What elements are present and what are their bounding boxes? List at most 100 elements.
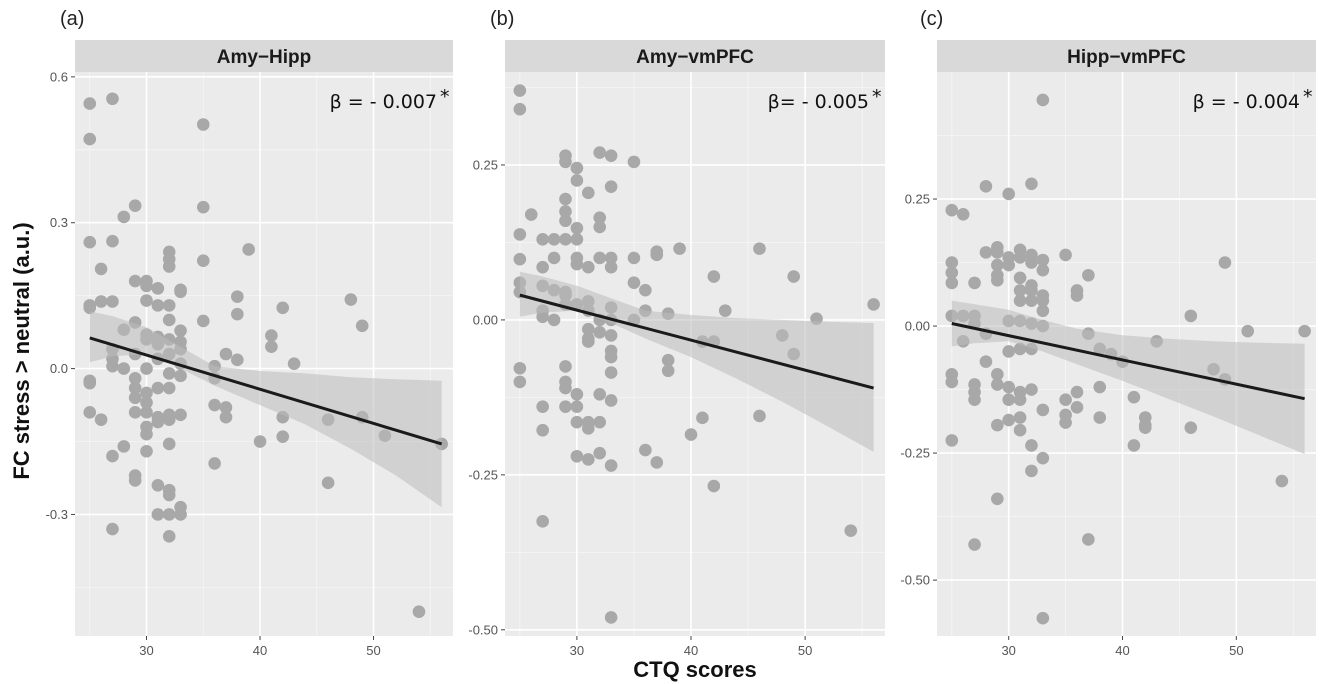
- y-axis-title: FC stress > neutral (a.u.): [9, 222, 34, 479]
- data-point: [151, 381, 165, 395]
- data-point: [604, 149, 618, 162]
- data-point: [979, 355, 993, 368]
- y-tick-label: 0.00: [905, 319, 930, 334]
- data-point: [536, 310, 549, 324]
- data-point: [83, 376, 97, 390]
- data-point: [140, 427, 153, 441]
- data-point: [582, 335, 595, 348]
- facet-strip: [75, 40, 453, 72]
- data-point: [570, 415, 584, 429]
- data-point: [106, 522, 119, 536]
- data-point: [513, 375, 527, 389]
- data-point: [1013, 284, 1027, 297]
- data-point: [536, 233, 549, 246]
- data-point: [524, 208, 538, 221]
- data-point: [83, 235, 97, 249]
- data-point: [1070, 401, 1084, 414]
- data-point: [582, 422, 595, 435]
- data-point: [991, 418, 1004, 432]
- x-tick-label: 30: [570, 643, 584, 658]
- data-point: [570, 400, 584, 413]
- data-point: [128, 381, 142, 395]
- data-point: [151, 415, 165, 429]
- facet-strip: [937, 40, 1316, 72]
- data-point: [1138, 421, 1152, 434]
- data-point: [991, 258, 1004, 272]
- data-point: [196, 200, 210, 214]
- facet-title: Amy−Hipp: [217, 47, 312, 68]
- data-point: [128, 474, 142, 487]
- panel-3: (c) Hipp−vmPFC 30 40 50 -0.50 -0.25 0.00 0.25 β =…: [900, 8, 1316, 658]
- data-point: [867, 298, 880, 311]
- data-point: [1025, 256, 1038, 269]
- data-point: [174, 508, 187, 521]
- data-point: [627, 155, 641, 169]
- data-point: [639, 283, 652, 297]
- data-point: [1093, 411, 1107, 424]
- data-point: [174, 369, 187, 383]
- data-point: [128, 391, 142, 405]
- data-point: [559, 155, 572, 169]
- data-point: [1082, 268, 1095, 282]
- data-point: [593, 326, 607, 339]
- data-point: [219, 410, 233, 424]
- beta-annotation: β= - 0.005: [768, 91, 869, 113]
- data-point: [140, 362, 153, 375]
- facet-title: Hipp−vmPFC: [1067, 47, 1186, 68]
- panel-label: (a): [60, 8, 84, 30]
- data-point: [231, 290, 244, 303]
- data-point: [94, 262, 108, 276]
- data-point: [1241, 324, 1255, 338]
- data-point: [1036, 451, 1050, 465]
- x-tick-label: 50: [1229, 643, 1243, 658]
- data-point: [162, 381, 176, 395]
- data-point: [1002, 413, 1016, 427]
- data-point: [991, 274, 1004, 287]
- data-point: [196, 254, 210, 267]
- data-point: [513, 102, 527, 116]
- data-point: [513, 84, 527, 97]
- data-point: [570, 387, 584, 401]
- data-point: [1059, 248, 1072, 262]
- y-tick-label: -0.50: [468, 622, 498, 637]
- data-point: [321, 476, 335, 490]
- x-tick-label: 40: [684, 643, 698, 658]
- data-point: [979, 180, 993, 193]
- data-point: [140, 386, 153, 400]
- regression-line: [89, 336, 443, 446]
- data-point: [1036, 93, 1050, 107]
- data-point: [593, 211, 607, 224]
- data-point: [106, 295, 119, 308]
- data-point: [1013, 294, 1027, 307]
- data-point: [570, 233, 584, 246]
- data-point: [570, 257, 584, 271]
- data-point: [140, 396, 153, 409]
- data-point: [559, 400, 572, 413]
- beta-annotation: β = - 0.004: [1193, 91, 1300, 113]
- data-point: [106, 449, 119, 463]
- data-point: [627, 276, 641, 290]
- data-point: [231, 353, 244, 367]
- data-point: [673, 242, 686, 255]
- data-point: [151, 299, 165, 312]
- y-tick-label: 0.0: [50, 361, 68, 376]
- data-point: [265, 329, 278, 342]
- data-point: [1070, 385, 1084, 399]
- data-point: [219, 401, 233, 414]
- data-point: [162, 313, 176, 327]
- data-point: [945, 203, 959, 217]
- data-point: [956, 207, 970, 221]
- data-point: [1025, 464, 1038, 478]
- y-tick-label: 0.25: [473, 157, 498, 172]
- data-point: [1013, 251, 1027, 264]
- data-point: [1002, 187, 1016, 201]
- data-point: [593, 220, 607, 234]
- data-point: [219, 347, 233, 361]
- data-point: [117, 210, 131, 224]
- significance-star: *: [440, 86, 450, 108]
- data-point: [604, 459, 618, 472]
- confidence-band: [89, 311, 442, 508]
- data-point: [547, 233, 561, 246]
- data-point: [570, 161, 584, 175]
